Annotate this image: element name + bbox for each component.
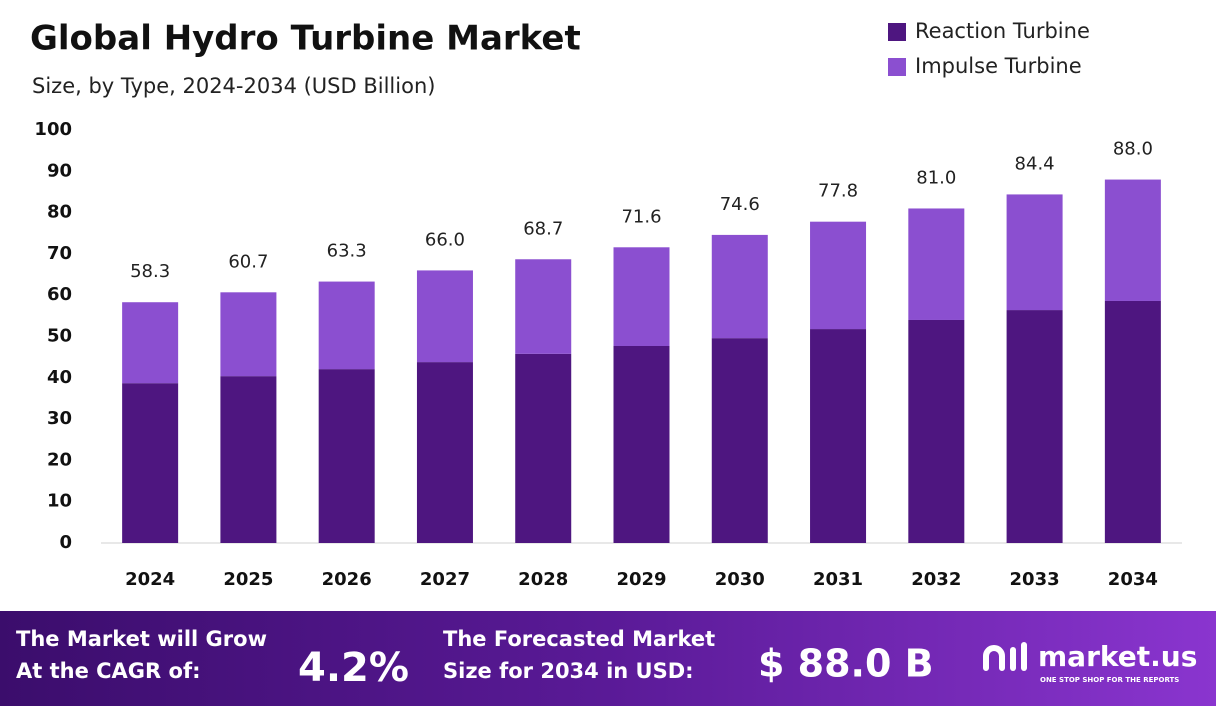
bar-segment: [810, 221, 867, 330]
chart-subtitle: Size, by Type, 2024-2034 (USD Billion): [32, 74, 435, 98]
x-tick-label: 2028: [518, 569, 568, 590]
x-tick-label: 2030: [715, 569, 765, 590]
bar-segment: [122, 302, 179, 384]
bar-segment: [122, 383, 179, 543]
y-tick-label: 90: [47, 160, 72, 181]
bar-segment: [810, 329, 867, 543]
x-tick-label: 2031: [813, 569, 863, 590]
footer-text: Size for 2034 in USD:: [443, 659, 694, 683]
bar-segment: [1104, 179, 1161, 301]
x-tick-label: 2025: [223, 569, 273, 590]
bar-segment: [515, 353, 572, 543]
y-tick-label: 10: [47, 491, 72, 512]
x-tick-label: 2034: [1108, 569, 1158, 590]
brand: market.us: [1038, 640, 1197, 673]
forecast-value: $ 88.0 B: [758, 642, 934, 686]
legend-swatch: [888, 58, 906, 76]
y-tick-label: 20: [47, 449, 72, 470]
total-label: 66.0: [425, 229, 465, 250]
x-tick-label: 2033: [1010, 569, 1060, 590]
x-tick-label: 2032: [911, 569, 961, 590]
total-label: 60.7: [228, 251, 268, 272]
bar-segment: [908, 319, 965, 543]
chart-title: Global Hydro Turbine Market: [30, 19, 581, 59]
y-tick-label: 100: [34, 119, 72, 140]
x-tick-label: 2029: [616, 569, 666, 590]
legend-label: Reaction Turbine: [915, 19, 1090, 43]
y-tick-label: 0: [59, 532, 72, 553]
footer-text: At the CAGR of:: [16, 659, 201, 683]
total-label: 84.4: [1015, 153, 1055, 174]
bar-segment: [416, 362, 473, 543]
y-tick-label: 30: [47, 408, 72, 429]
bar-segment: [613, 247, 670, 346]
total-label: 81.0: [916, 167, 956, 188]
y-tick-label: 80: [47, 202, 72, 223]
x-tick-label: 2024: [125, 569, 175, 590]
legend-swatch: [888, 23, 906, 41]
bar-segment: [613, 345, 670, 543]
x-tick-label: 2027: [420, 569, 470, 590]
total-label: 88.0: [1113, 139, 1153, 160]
bar-segment: [220, 292, 277, 377]
bar-segment: [711, 234, 768, 339]
total-label: 77.8: [818, 181, 858, 202]
y-tick-label: 40: [47, 367, 72, 388]
y-tick-label: 70: [47, 243, 72, 264]
bar-segment: [1006, 310, 1063, 543]
total-label: 74.6: [720, 194, 760, 215]
bar-segment: [318, 369, 375, 543]
legend-label: Impulse Turbine: [915, 54, 1082, 78]
bar-segment: [318, 281, 375, 370]
bar-segment: [1104, 300, 1161, 543]
cagr-value: 4.2%: [298, 645, 409, 691]
tagline: ONE STOP SHOP FOR THE REPORTS: [1040, 676, 1179, 684]
footer-text: The Forecasted Market: [443, 627, 715, 651]
total-label: 71.6: [621, 206, 661, 227]
bar-segment: [416, 270, 473, 363]
total-label: 58.3: [130, 261, 170, 282]
bar-segment: [1006, 194, 1063, 311]
bar-segment: [220, 376, 277, 543]
bar-segment: [908, 208, 965, 320]
bar-segment: [515, 259, 572, 354]
total-label: 63.3: [327, 241, 367, 262]
footer-text: The Market will Grow: [16, 627, 267, 651]
y-tick-label: 60: [47, 284, 72, 305]
bar-segment: [711, 338, 768, 543]
brand-logo: [983, 642, 1027, 671]
y-tick-label: 50: [47, 326, 72, 347]
total-label: 68.7: [523, 218, 563, 239]
x-tick-label: 2026: [322, 569, 372, 590]
